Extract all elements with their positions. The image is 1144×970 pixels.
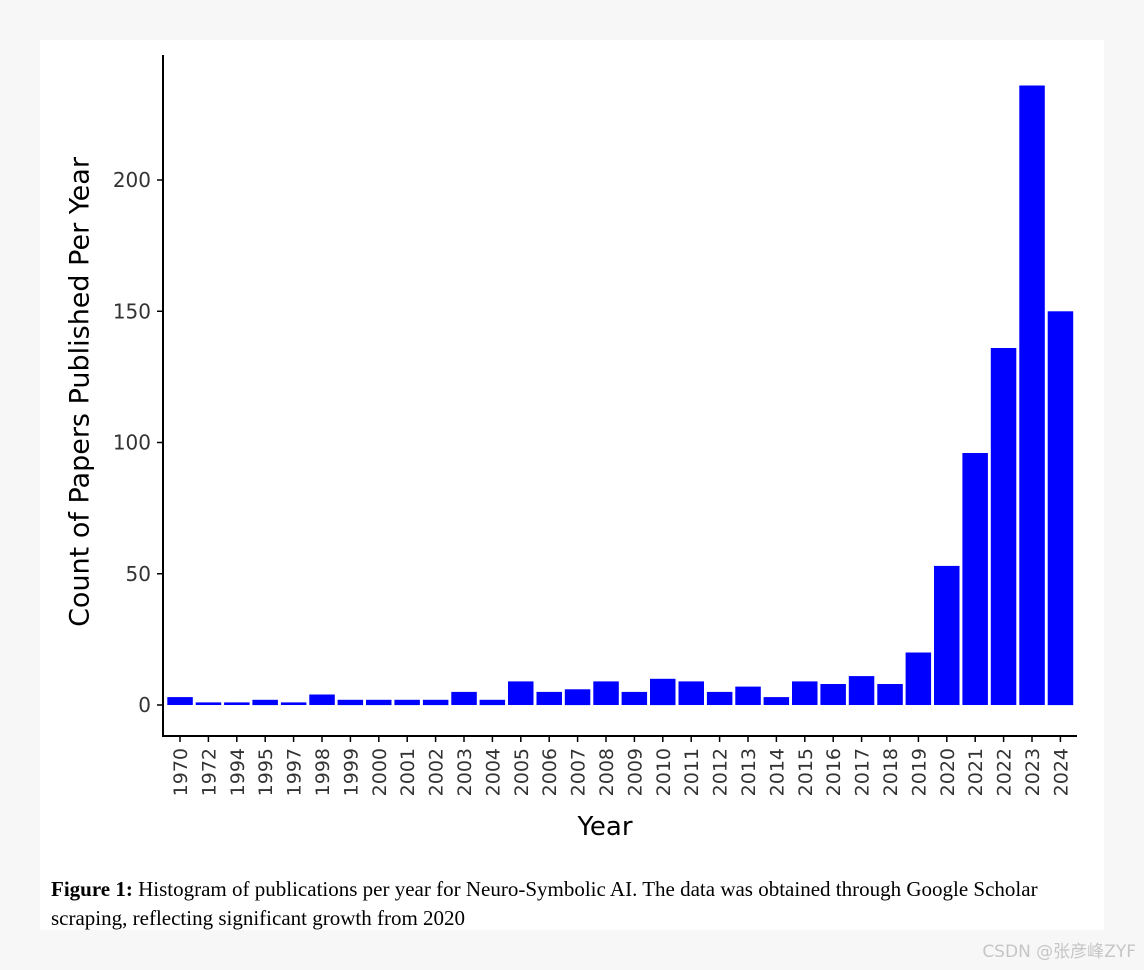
bar-2009: [621, 691, 648, 705]
x-tick-label-2009: 2009: [624, 748, 646, 796]
figure-card: [40, 40, 1104, 930]
x-tick-label-2015: 2015: [795, 748, 817, 796]
caption-label: Figure 1:: [51, 877, 133, 901]
x-tick-label-2014: 2014: [766, 748, 788, 796]
x-tick-label-2011: 2011: [681, 748, 703, 796]
y-tick-label-50: 50: [126, 562, 151, 586]
caption-text: Histogram of publications per year for N…: [51, 877, 1038, 930]
x-tick-label-2003: 2003: [454, 748, 476, 796]
x-tick-label-2010: 2010: [653, 748, 675, 796]
x-tick-label-1997: 1997: [284, 748, 306, 796]
bar-2018: [877, 684, 903, 705]
x-tick-label-2023: 2023: [1022, 748, 1044, 796]
x-tick-label-2019: 2019: [908, 748, 930, 796]
x-tick-label-2000: 2000: [369, 748, 391, 796]
bar-2003: [451, 691, 477, 705]
figure-caption: Figure 1: Histogram of publications per …: [51, 875, 1111, 933]
x-tick-label-2020: 2020: [937, 748, 959, 796]
bar-1999: [337, 699, 364, 706]
x-tick-label-2016: 2016: [823, 748, 845, 796]
bar-1997: [280, 702, 307, 705]
bar-2005: [508, 681, 534, 705]
bar-2006: [536, 691, 562, 705]
x-tick-label-2002: 2002: [426, 748, 448, 796]
y-tick-label-100: 100: [113, 431, 151, 455]
bar-2019: [905, 652, 932, 705]
x-tick-label-2021: 2021: [965, 748, 987, 796]
bar-2016: [820, 684, 846, 705]
x-tick-label-1972: 1972: [198, 748, 220, 796]
watermark: CSDN @张彦峰ZYF: [982, 942, 1136, 962]
bar-2000: [366, 699, 392, 706]
y-tick-label-150: 150: [113, 299, 151, 323]
x-tick-label-2017: 2017: [852, 748, 874, 796]
x-tick-label-1970: 1970: [170, 748, 192, 796]
y-tick-label-0: 0: [138, 693, 151, 717]
x-tick-label-2022: 2022: [994, 748, 1016, 796]
bar-2014: [763, 697, 790, 705]
bar-2011: [678, 681, 704, 705]
x-tick-label-2018: 2018: [880, 748, 902, 796]
bar-2001: [394, 699, 420, 706]
y-tick-label-200: 200: [113, 168, 151, 192]
x-tick-label-1999: 1999: [340, 748, 362, 796]
bar-2020: [934, 565, 960, 705]
bar-2015: [792, 681, 818, 705]
x-tick-label-2007: 2007: [568, 748, 590, 796]
bar-1972: [195, 702, 222, 705]
bar-2017: [848, 676, 875, 705]
x-tick-label-1995: 1995: [255, 748, 277, 796]
x-tick-label-2004: 2004: [482, 748, 504, 796]
bar-1995: [252, 699, 278, 706]
x-tick-label-2005: 2005: [511, 748, 533, 796]
bar-2012: [706, 691, 733, 705]
x-tick-label-2013: 2013: [738, 748, 760, 796]
bar-1994: [224, 702, 250, 705]
bar-2013: [735, 686, 761, 705]
x-tick-label-2008: 2008: [596, 748, 618, 796]
x-tick-label-1994: 1994: [227, 748, 249, 796]
bar-2008: [593, 681, 619, 705]
bar-2023: [1019, 85, 1045, 705]
x-tick-label-2012: 2012: [710, 748, 732, 796]
x-axis-label: Year: [577, 812, 633, 842]
bar-2024: [1047, 311, 1074, 706]
bar-2004: [479, 699, 506, 706]
bar-2002: [422, 699, 449, 706]
x-tick-label-2001: 2001: [397, 748, 419, 796]
bar-1998: [309, 694, 335, 705]
x-tick-label-1998: 1998: [312, 748, 334, 796]
bar-2021: [962, 453, 988, 705]
bar-1970: [167, 697, 193, 705]
bar-2022: [990, 348, 1017, 705]
bar-2010: [650, 678, 676, 706]
x-tick-label-2006: 2006: [539, 748, 561, 796]
bar-2007: [564, 689, 591, 706]
x-tick-label-2024: 2024: [1050, 748, 1072, 796]
y-axis-label: Count of Papers Published Per Year: [64, 157, 96, 627]
